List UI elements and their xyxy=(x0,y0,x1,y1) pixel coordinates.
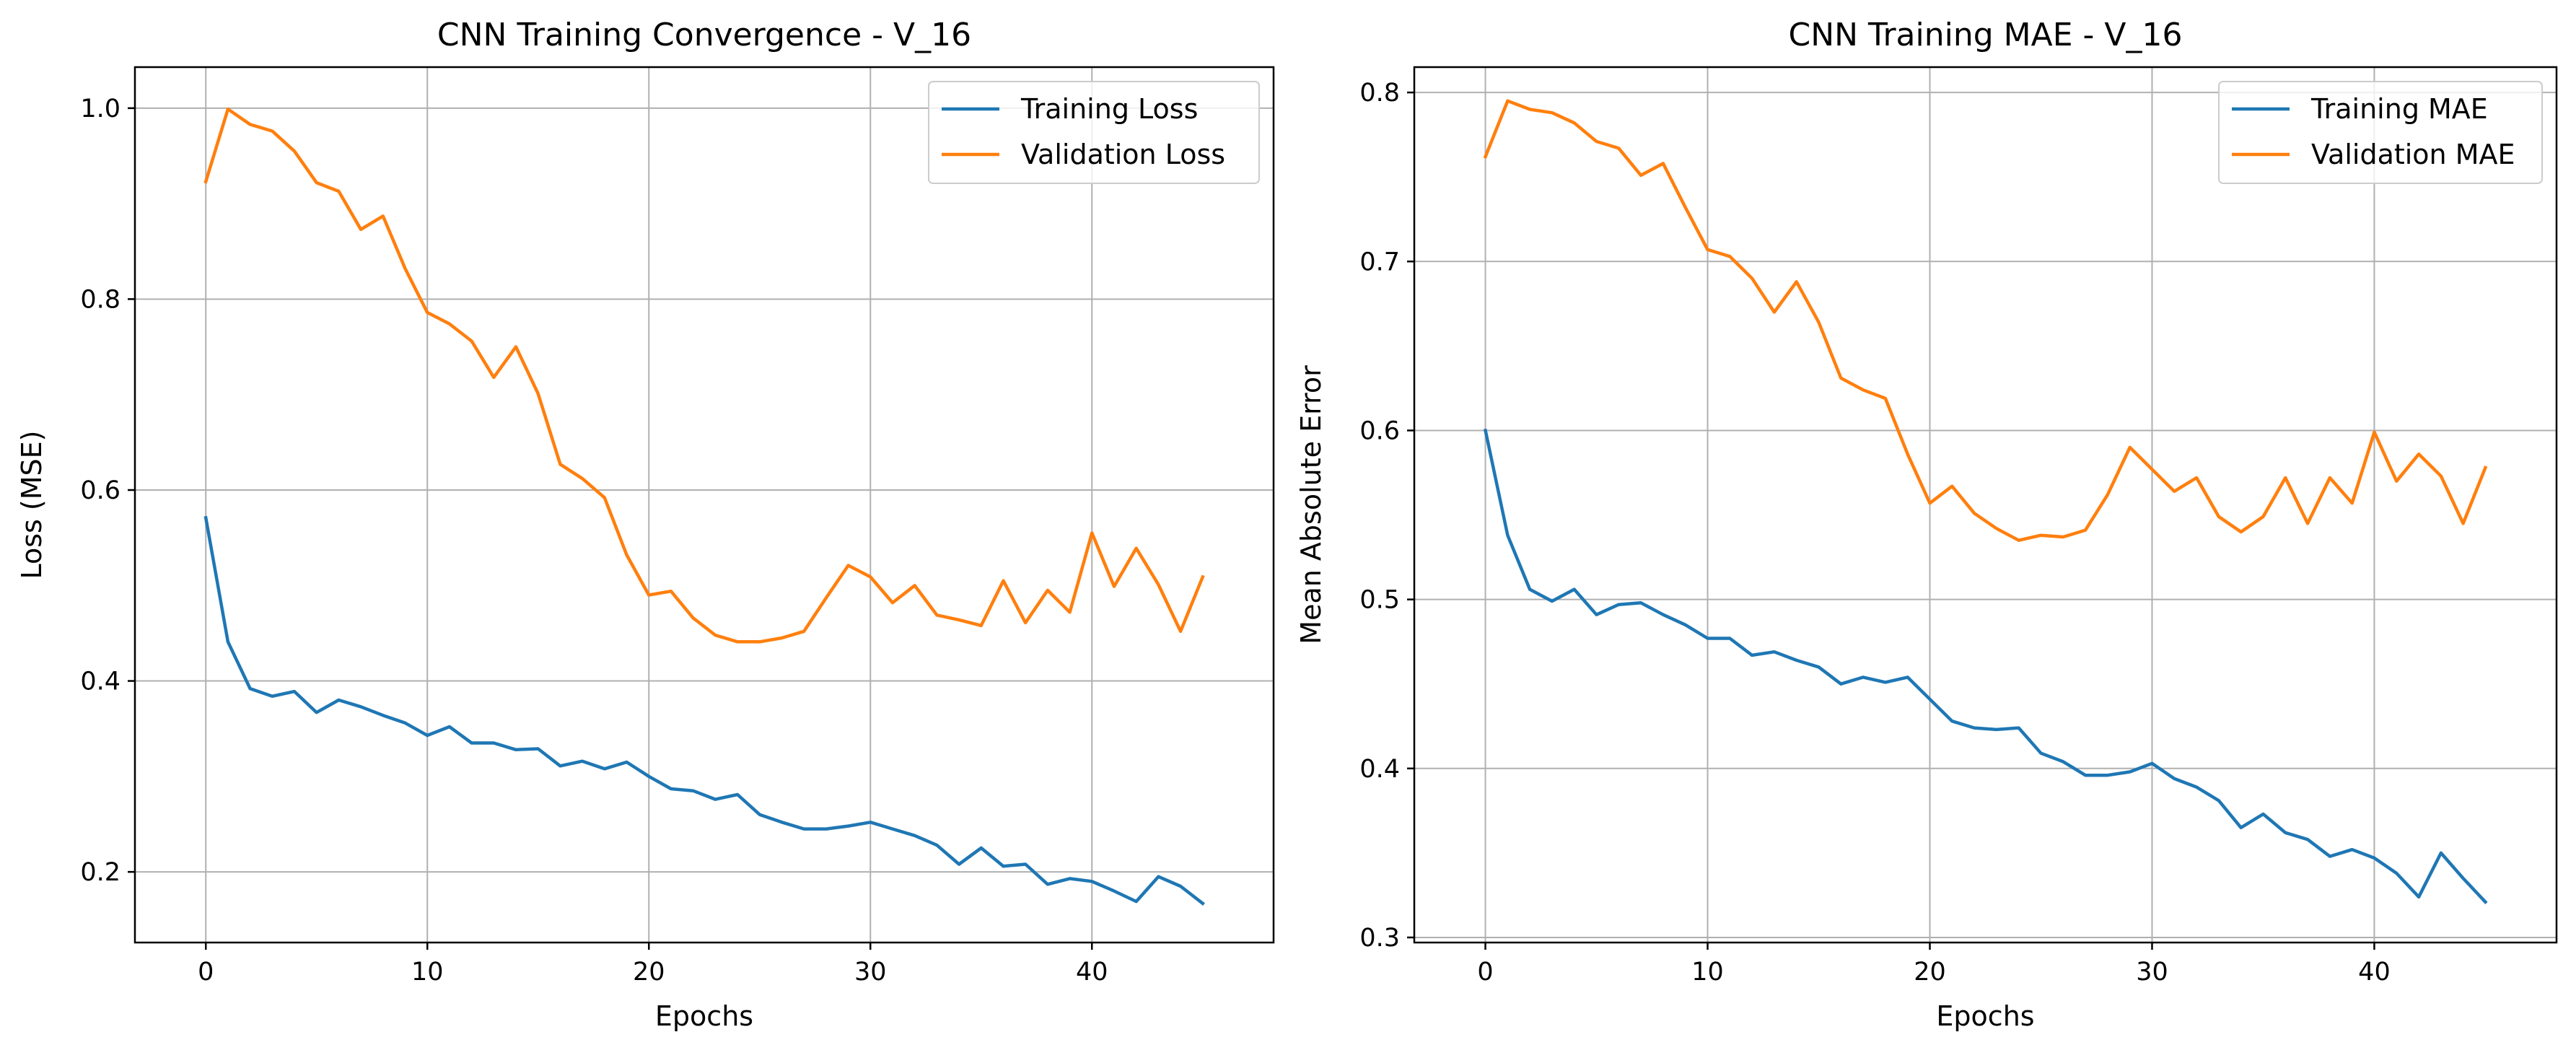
mae-legend: Training MAE Validation MAE xyxy=(2218,81,2543,184)
loss-y-tick-label: 0.4 xyxy=(80,668,121,696)
loss-y-tick-label: 0.6 xyxy=(80,476,121,505)
loss-x-tick-label: 0 xyxy=(198,958,214,987)
mae-y-tick-label: 0.8 xyxy=(1359,79,1400,108)
loss-legend-label: Validation Loss xyxy=(1021,139,1225,170)
loss-y-ticks: 0.2 0.4 0.6 0.8 1.0 xyxy=(80,95,135,887)
mae-y-tick-label: 0.6 xyxy=(1359,416,1400,445)
mae-x-tick-label: 40 xyxy=(2358,958,2391,987)
mae-plot-frame xyxy=(1413,66,2558,944)
mae-x-tick-label: 10 xyxy=(1691,958,1724,987)
mae-series-line-training xyxy=(1483,428,2488,904)
loss-series-line-validation xyxy=(203,107,1205,644)
loss-plot-frame xyxy=(133,66,1275,944)
loss-x-ticks: 0 10 20 30 40 xyxy=(198,943,1108,987)
mae-chart: 0 10 20 30 40 0.3 0.4 0.5 0.6 0.7 0.8 CNN Trainin… xyxy=(1295,17,2558,1032)
loss-series-lines xyxy=(203,107,1205,906)
loss-chart-title: CNN Training Convergence - V_16 xyxy=(437,17,971,53)
mae-y-tick-label: 0.4 xyxy=(1359,755,1400,784)
loss-x-tick-label: 30 xyxy=(854,958,887,987)
loss-legend-box xyxy=(928,81,1260,184)
mae-y-axis-label: Mean Absolute Error xyxy=(1295,365,1327,644)
mae-series-lines xyxy=(1483,99,2488,904)
loss-legend-label: Training Loss xyxy=(1020,93,1198,125)
loss-y-tick-label: 1.0 xyxy=(80,95,121,123)
mae-chart-title: CNN Training MAE - V_16 xyxy=(1789,17,2183,53)
loss-y-axis-label: Loss (MSE) xyxy=(16,431,48,580)
loss-legend: Training Loss Validation Loss xyxy=(928,81,1260,184)
loss-x-axis-label: Epochs xyxy=(655,1000,753,1032)
mae-legend-box xyxy=(2218,81,2543,184)
loss-x-tick-label: 40 xyxy=(1076,958,1108,987)
mae-y-tick-label: 0.3 xyxy=(1359,924,1400,953)
loss-x-tick-label: 10 xyxy=(411,958,444,987)
loss-series-line-training xyxy=(203,515,1205,906)
loss-x-tick-label: 20 xyxy=(633,958,665,987)
mae-legend-label: Validation MAE xyxy=(2311,139,2515,170)
mae-x-axis-label: Epochs xyxy=(1936,1000,2034,1032)
mae-y-tick-label: 0.7 xyxy=(1359,248,1400,276)
mae-legend-label: Training MAE xyxy=(2310,93,2488,125)
mae-x-tick-label: 30 xyxy=(2136,958,2168,987)
loss-chart: 0 10 20 30 40 0.2 0.4 0.6 0.8 1.0 CNN Training C… xyxy=(16,17,1275,1032)
loss-y-tick-label: 0.2 xyxy=(80,858,121,887)
mae-x-tick-label: 20 xyxy=(1914,958,1946,987)
mae-x-tick-label: 0 xyxy=(1477,958,1493,987)
mae-series-line-validation xyxy=(1483,99,2488,542)
mae-y-tick-label: 0.5 xyxy=(1359,586,1400,615)
loss-y-tick-label: 0.8 xyxy=(80,285,121,314)
mae-x-ticks: 0 10 20 30 40 xyxy=(1477,943,2391,987)
mae-y-ticks: 0.3 0.4 0.5 0.6 0.7 0.8 xyxy=(1359,79,1414,953)
